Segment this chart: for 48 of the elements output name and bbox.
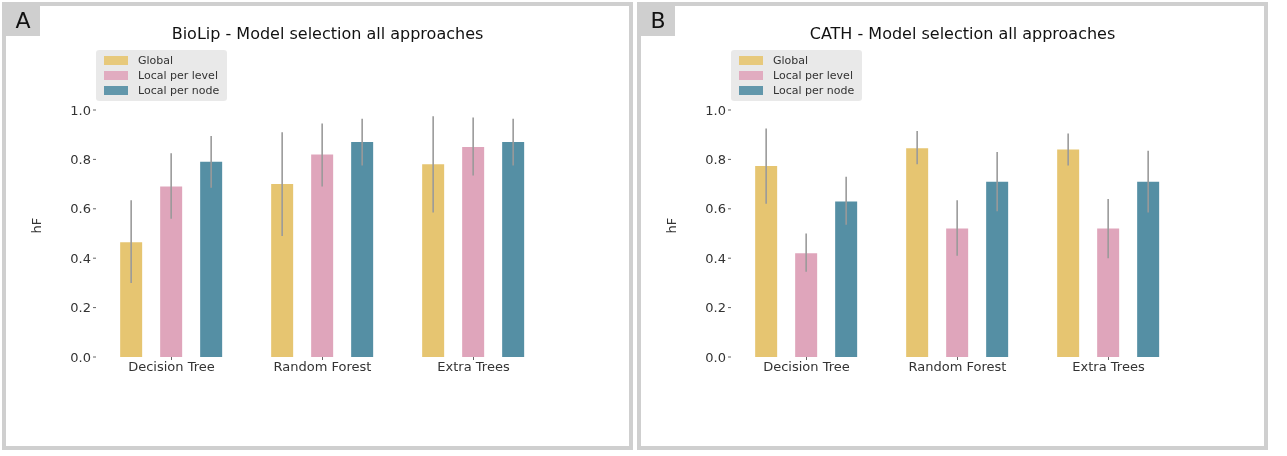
bar	[351, 142, 374, 357]
y-tick-label: 0.0	[705, 349, 726, 365]
y-tick-label: 0.2	[705, 300, 726, 316]
bar	[422, 164, 445, 357]
bar	[311, 154, 334, 357]
text: A	[6, 6, 40, 36]
y-tick-label: 0.2	[70, 300, 91, 316]
legend-label: Local per level	[137, 68, 219, 83]
text: B	[641, 6, 675, 36]
y-tick-label: 0.6	[705, 201, 726, 217]
bar	[462, 147, 485, 357]
y-tick-label: 0.8	[70, 152, 91, 168]
x-tick-label: Extra Trees	[437, 359, 510, 375]
y-axis-title: hF	[663, 217, 679, 234]
chart-title: CATH - Model selection all approaches	[808, 24, 1117, 43]
legend-label: Local per node	[137, 83, 220, 98]
bar	[986, 181, 1009, 357]
y-axis-title: hF	[28, 217, 44, 234]
bar	[755, 166, 778, 357]
y-tick-label: 0.6	[70, 201, 91, 217]
bar	[160, 186, 183, 357]
bar	[502, 142, 525, 357]
y-tick-label: 0.4	[70, 250, 91, 266]
bar	[120, 242, 143, 357]
bar	[795, 253, 818, 357]
x-tick-label: Decision Tree	[763, 359, 850, 375]
bar	[1057, 149, 1080, 357]
bar	[835, 201, 858, 357]
y-tick-label: 0.8	[705, 152, 726, 168]
x-tick-label: Extra Trees	[1072, 359, 1145, 375]
bar	[946, 228, 969, 357]
legend-label: Local per level	[772, 68, 854, 83]
bar	[1097, 228, 1120, 357]
y-tick-label: 0.0	[70, 349, 91, 365]
legend-label: Local per node	[772, 83, 855, 98]
bar	[271, 184, 294, 357]
bar	[200, 161, 223, 357]
x-tick-label: Random Forest	[908, 359, 1007, 375]
bar	[906, 148, 929, 357]
legend-label: Global	[137, 53, 175, 68]
legend-label: Global	[772, 53, 810, 68]
x-tick-label: Decision Tree	[128, 359, 215, 375]
y-tick-label: 1.0	[70, 102, 91, 118]
y-tick-label: 1.0	[705, 102, 726, 118]
bar	[1137, 181, 1160, 357]
chart-title: BioLip - Model selection all approaches	[170, 24, 485, 43]
x-tick-label: Random Forest	[273, 359, 372, 375]
y-tick-label: 0.4	[705, 250, 726, 266]
